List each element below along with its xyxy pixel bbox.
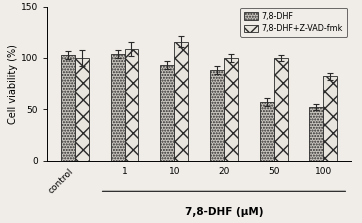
Bar: [310, 107, 323, 161]
Bar: [274, 58, 287, 161]
Bar: [260, 102, 274, 161]
Legend: 7,8-DHF, 7,8-DHF+Z-VAD-fmk: 7,8-DHF, 7,8-DHF+Z-VAD-fmk: [240, 8, 347, 37]
Bar: [323, 76, 337, 161]
Bar: [75, 58, 89, 161]
Text: 7,8-DHF (μM): 7,8-DHF (μM): [185, 207, 263, 217]
Bar: [160, 65, 174, 161]
Bar: [174, 41, 188, 161]
Bar: [111, 54, 125, 161]
Bar: [61, 55, 75, 161]
Bar: [125, 49, 138, 161]
Bar: [210, 70, 224, 161]
Bar: [224, 58, 238, 161]
Y-axis label: Cell viability (%): Cell viability (%): [8, 44, 18, 124]
